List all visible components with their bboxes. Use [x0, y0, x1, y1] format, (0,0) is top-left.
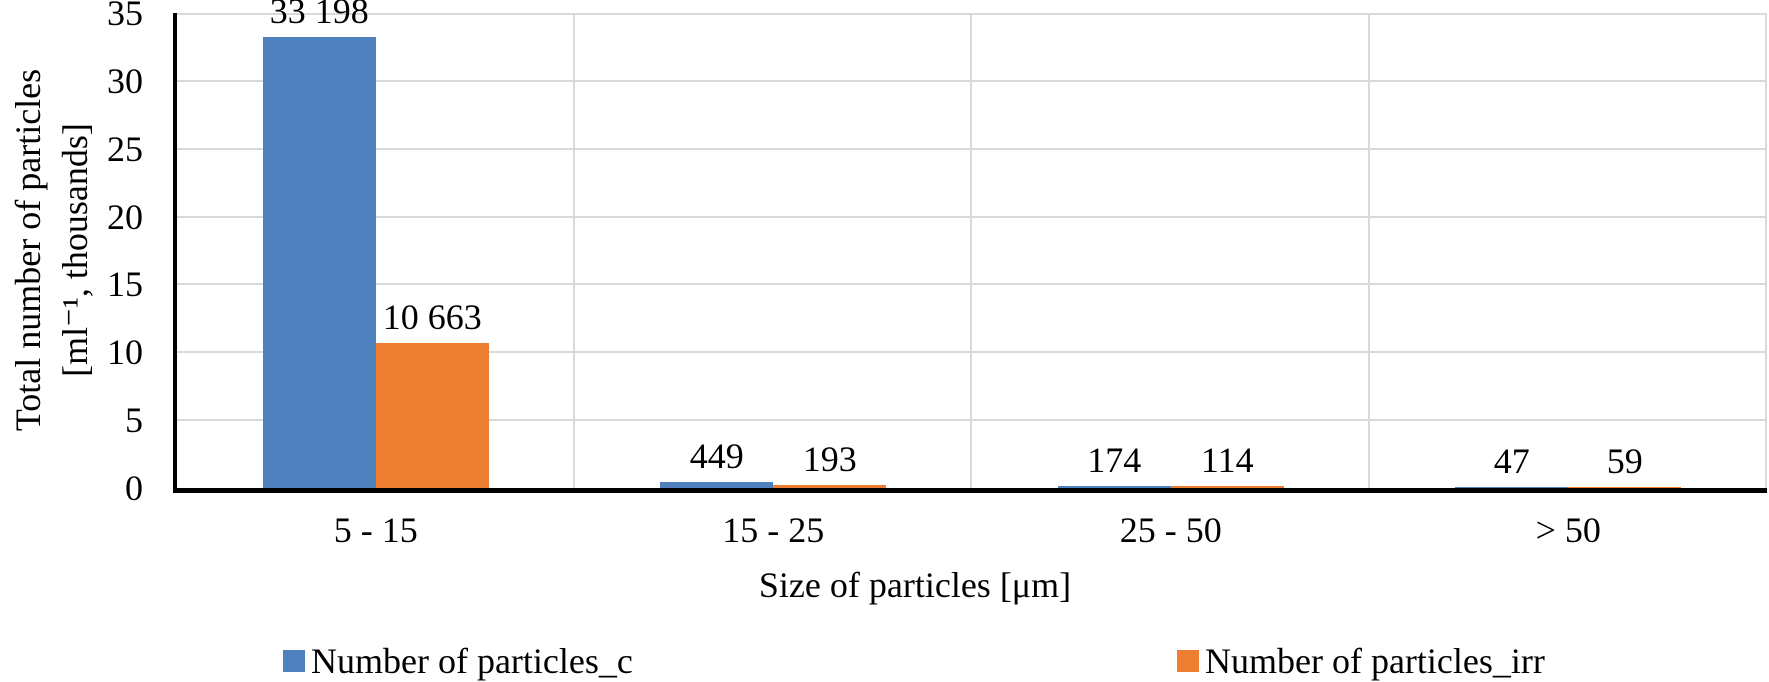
gridline-horizontal: [177, 13, 1767, 15]
legend-swatch-orange-icon: [1177, 650, 1199, 672]
gridline-horizontal: [177, 351, 1767, 354]
bar-value-label: 47: [1493, 441, 1530, 482]
legend-label-particles-c: Number of particles_c: [311, 641, 633, 681]
plot-area: 33 198 10 663 449 193 174 114 47 59: [177, 0, 1767, 488]
bar-c: [660, 481, 774, 488]
bar-value-label: 59: [1606, 441, 1643, 482]
legend-item-particles-irr: Number of particles_irr: [1177, 641, 1545, 681]
bar-c: [1455, 487, 1569, 488]
y-axis-tick-label: 10: [107, 332, 143, 373]
y-axis-tick-label: 5: [125, 400, 143, 441]
gridline-horizontal: [177, 283, 1767, 286]
gridline-horizontal: [177, 419, 1767, 422]
bar-value-label: 449: [689, 435, 744, 476]
x-axis-line: [173, 488, 1767, 493]
y-axis-tick-label: 35: [107, 0, 143, 33]
y-axis-tick-label: 30: [107, 60, 143, 101]
bar-irr: [1170, 486, 1284, 488]
bar-value-label: 33 198: [269, 0, 369, 32]
y-axis-title-line-1: Total number of particles: [8, 68, 48, 432]
bar-c: [1057, 485, 1171, 488]
bar-c: [262, 37, 376, 488]
gridline-vertical: [572, 13, 575, 488]
bar-value-label: 174: [1087, 439, 1142, 480]
x-category-label: 25 - 50: [1119, 510, 1222, 550]
gridline-vertical: [1367, 13, 1370, 488]
legend-item-particles-c: Number of particles_c: [283, 641, 633, 681]
y-axis-tick-label: 20: [107, 196, 143, 237]
x-category-label: 5 - 15: [333, 510, 418, 550]
gridline-horizontal: [177, 215, 1767, 218]
y-axis-line: [173, 13, 177, 493]
bar-value-label: 114: [1200, 440, 1254, 481]
x-category-label: > 50: [1535, 510, 1601, 550]
bar-irr: [375, 343, 489, 488]
y-axis-tick-label: 25: [107, 128, 143, 169]
bar-irr: [773, 485, 887, 488]
gridline-vertical: [970, 13, 972, 488]
legend-label-particles-irr: Number of particles_irr: [1205, 641, 1545, 681]
y-axis-title: Total number of particles [ml⁻¹, thousan…: [5, 69, 99, 431]
bar-value-label: 10 663: [382, 297, 482, 338]
x-axis-title: Size of particles [μm]: [758, 565, 1072, 605]
y-axis-tick-label: 0: [125, 468, 143, 508]
x-category-label: 15 - 25: [722, 510, 825, 550]
gridline-horizontal: [177, 147, 1767, 150]
gridline-vertical: [1765, 13, 1767, 488]
gridline-horizontal: [177, 79, 1767, 82]
legend-swatch-blue-icon: [283, 650, 305, 672]
bar-value-label: 193: [802, 439, 857, 480]
y-axis-tick-label: 15: [107, 264, 143, 305]
y-axis-title-line-2: [ml⁻¹, thousands]: [55, 123, 95, 377]
bar-irr: [1568, 487, 1682, 488]
